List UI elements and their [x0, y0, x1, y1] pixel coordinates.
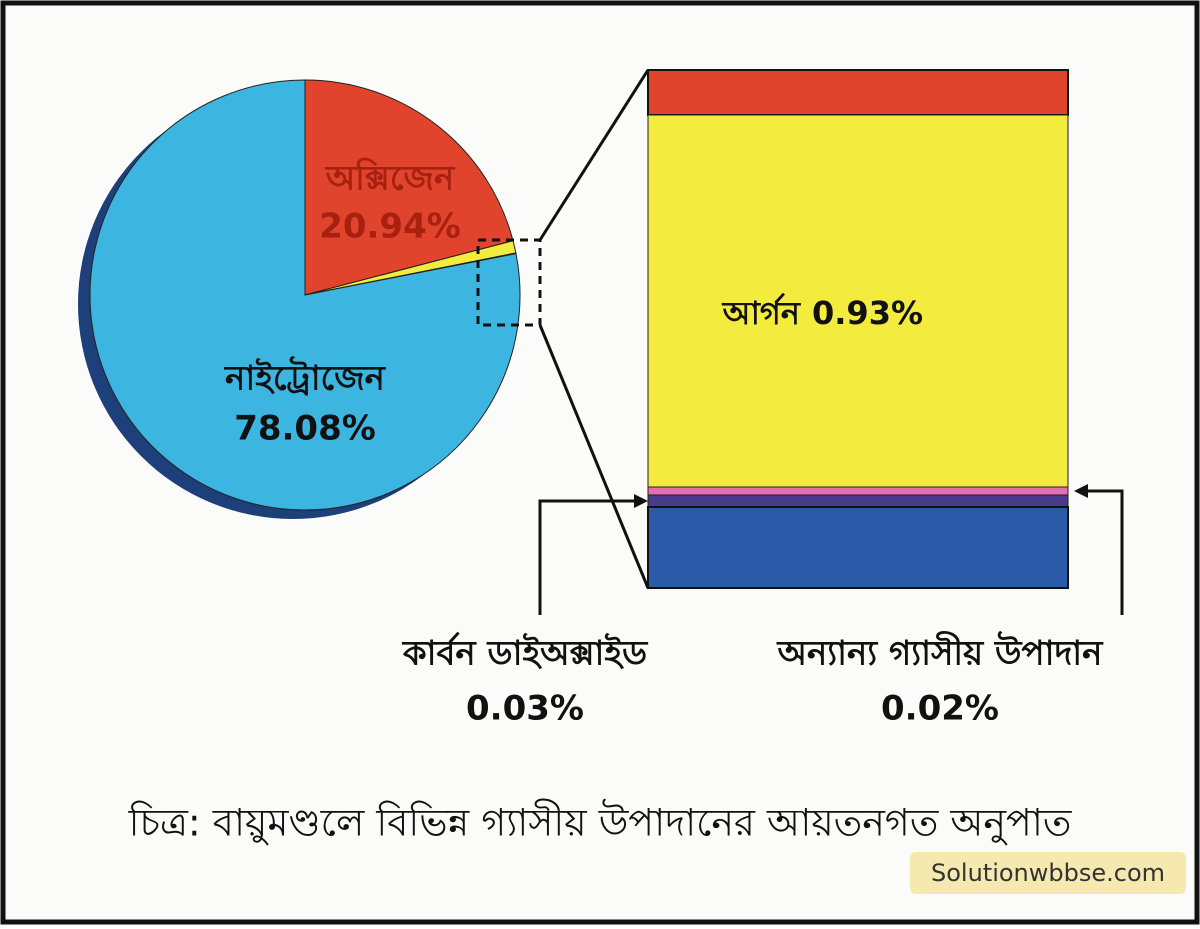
value-label: 78.08%: [234, 409, 376, 449]
value-label: 0.02%: [881, 689, 999, 729]
arrowhead: [1074, 484, 1088, 498]
pie-slice: [304, 79, 514, 296]
arrow: [1082, 489, 1124, 615]
bar-context-bottom: [647, 506, 1069, 589]
category-label: অন্যান্য গ্যাসীয় উপাদান: [777, 631, 1105, 674]
zoom-line: [538, 324, 650, 589]
bar-segment: [647, 494, 1069, 508]
caption: চিত্র: বায়ুমণ্ডলে বিভিন্ন গ্যাসীয় উপাদ…: [128, 799, 1072, 847]
arrowhead: [634, 494, 648, 508]
category-label: অক্সিজেন: [325, 158, 456, 199]
category-label: আর্গন: [722, 293, 802, 332]
bar-segment: [647, 486, 1069, 496]
zoom-box: [476, 238, 542, 327]
value-label: 0.03%: [466, 689, 584, 729]
category-label: কার্বন ডাইঅক্সাইড: [402, 632, 649, 674]
bar-segment: [647, 114, 1069, 488]
watermark-box: [910, 852, 1186, 894]
pie-slice: [89, 79, 521, 511]
arrow: [538, 499, 640, 615]
pie: [89, 79, 521, 511]
category-label: নাইট্রোজেন: [224, 356, 387, 399]
labels: অক্সিজেন 20.94% আর্গন 0.93% কার্বন ডাইঅক্সাই…: [224, 158, 1104, 729]
value-label: 20.94%: [319, 207, 461, 247]
watermark: Solutionwbbse.com: [931, 859, 1165, 887]
detail-bar: [647, 114, 1069, 508]
bar-context-top: [647, 69, 1069, 116]
zoom-line: [538, 69, 650, 241]
value-label: 0.93%: [812, 294, 923, 332]
